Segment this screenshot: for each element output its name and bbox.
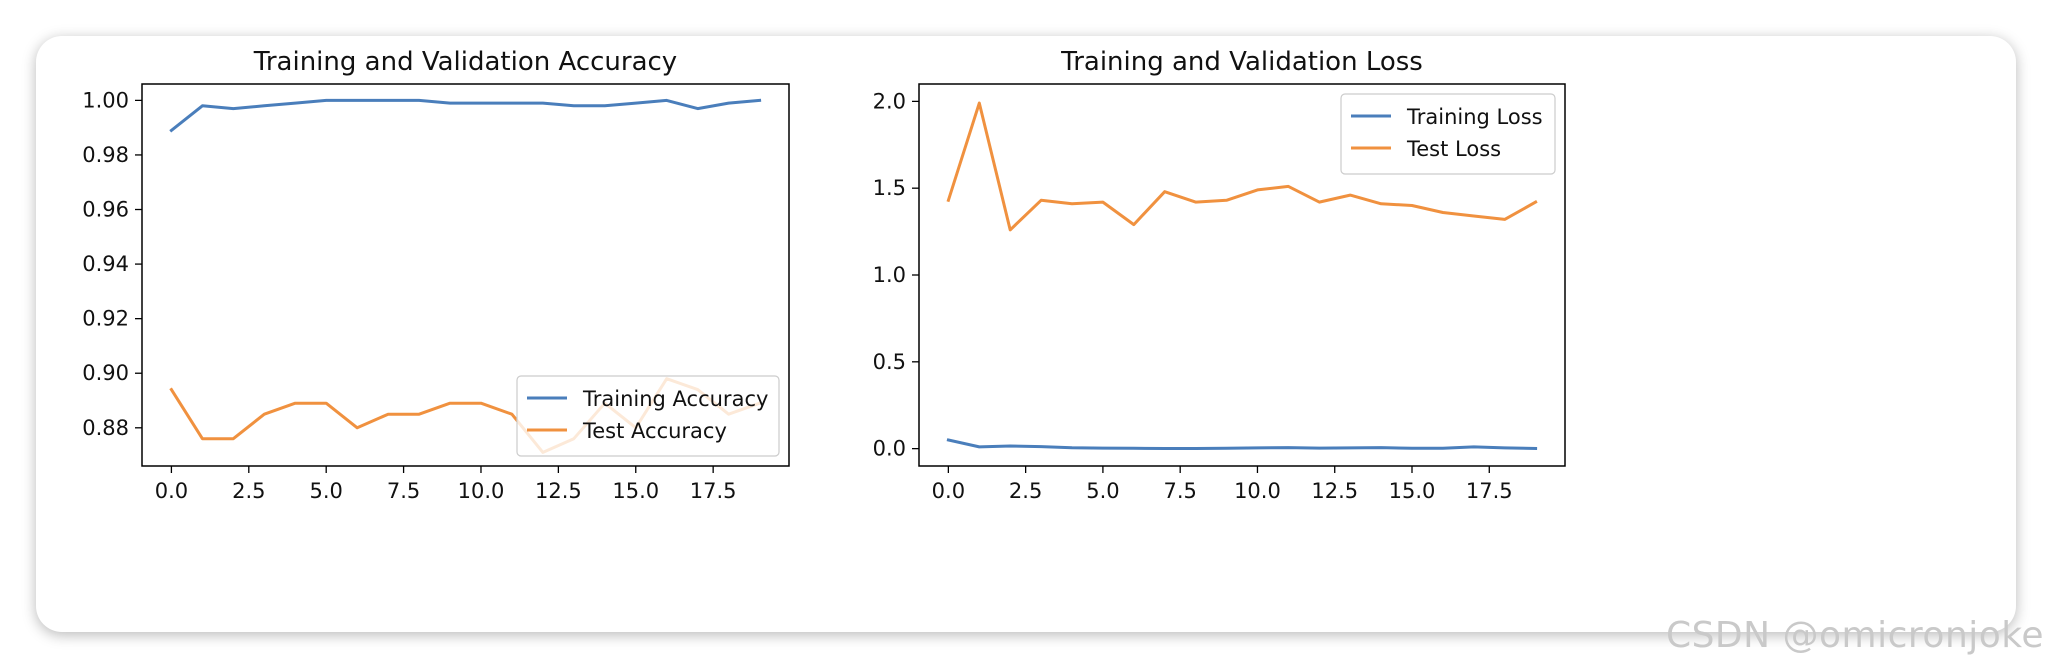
accuracy-chart: Training and Validation Accuracy 0.0 2.5 5.… bbox=[82, 47, 790, 503]
legend-box bbox=[516, 375, 780, 457]
x-tick-label: 5.0 bbox=[1086, 479, 1119, 503]
x-tick-label: 12.5 bbox=[1311, 479, 1358, 503]
legend-label: Training Loss bbox=[1406, 105, 1543, 129]
x-tick-label: 10.0 bbox=[1234, 479, 1281, 503]
x-tick-label: 15.0 bbox=[1389, 479, 1436, 503]
x-tick-label: 15.0 bbox=[612, 479, 659, 503]
y-tick-label: 0.88 bbox=[82, 416, 129, 440]
y-tick-label: 2.0 bbox=[873, 89, 906, 113]
y-tick-label: 0.92 bbox=[82, 307, 129, 331]
legend-box bbox=[1340, 93, 1556, 175]
y-tick-label: 0.98 bbox=[82, 143, 129, 167]
legend: Training Loss Test Loss bbox=[1340, 93, 1556, 175]
figure-card: Training and Validation Accuracy 0.0 2.5 5.… bbox=[36, 36, 2016, 632]
y-tick-label: 0.0 bbox=[873, 437, 906, 461]
series-line-training-accuracy bbox=[169, 98, 762, 133]
loss-chart: Training and Validation Loss 0.0 2.5 5.0 7.5… bbox=[873, 47, 1566, 503]
chart-title: Training and Validation Accuracy bbox=[253, 47, 677, 77]
series-line-test-loss bbox=[946, 101, 1538, 232]
y-tick-label: 0.96 bbox=[82, 198, 129, 222]
x-tick-label: 5.0 bbox=[309, 479, 342, 503]
y-tick-label: 1.00 bbox=[82, 88, 129, 112]
legend-label: Training Accuracy bbox=[582, 387, 768, 411]
y-tick-label: 0.5 bbox=[873, 350, 906, 374]
x-tick-label: 17.5 bbox=[690, 479, 737, 503]
x-tick-label: 17.5 bbox=[1466, 479, 1513, 503]
y-tick-label: 1.0 bbox=[873, 263, 906, 287]
x-tick-label: 7.5 bbox=[1163, 479, 1196, 503]
plot-frame bbox=[141, 83, 790, 467]
y-tick-label: 1.5 bbox=[873, 176, 906, 200]
watermark: CSDN @omicronjoke bbox=[1665, 615, 2044, 656]
series-line-training-loss bbox=[946, 438, 1538, 451]
x-tick-label: 0.0 bbox=[155, 479, 188, 503]
x-tick-label: 10.0 bbox=[458, 479, 505, 503]
legend-label: Test Accuracy bbox=[582, 419, 727, 443]
x-tick-label: 0.0 bbox=[932, 479, 965, 503]
figure: Training and Validation Accuracy 0.0 2.5 5.… bbox=[82, 47, 1566, 503]
x-tick-label: 12.5 bbox=[535, 479, 582, 503]
legend: Training Accuracy Test Accuracy bbox=[516, 375, 780, 457]
x-tick-label: 7.5 bbox=[387, 479, 420, 503]
legend-label: Test Loss bbox=[1406, 137, 1501, 161]
y-tick-label: 0.90 bbox=[82, 361, 129, 385]
x-tick-label: 2.5 bbox=[232, 479, 265, 503]
x-tick-label: 2.5 bbox=[1009, 479, 1042, 503]
chart-title: Training and Validation Loss bbox=[1060, 47, 1423, 77]
y-tick-label: 0.94 bbox=[82, 252, 129, 276]
